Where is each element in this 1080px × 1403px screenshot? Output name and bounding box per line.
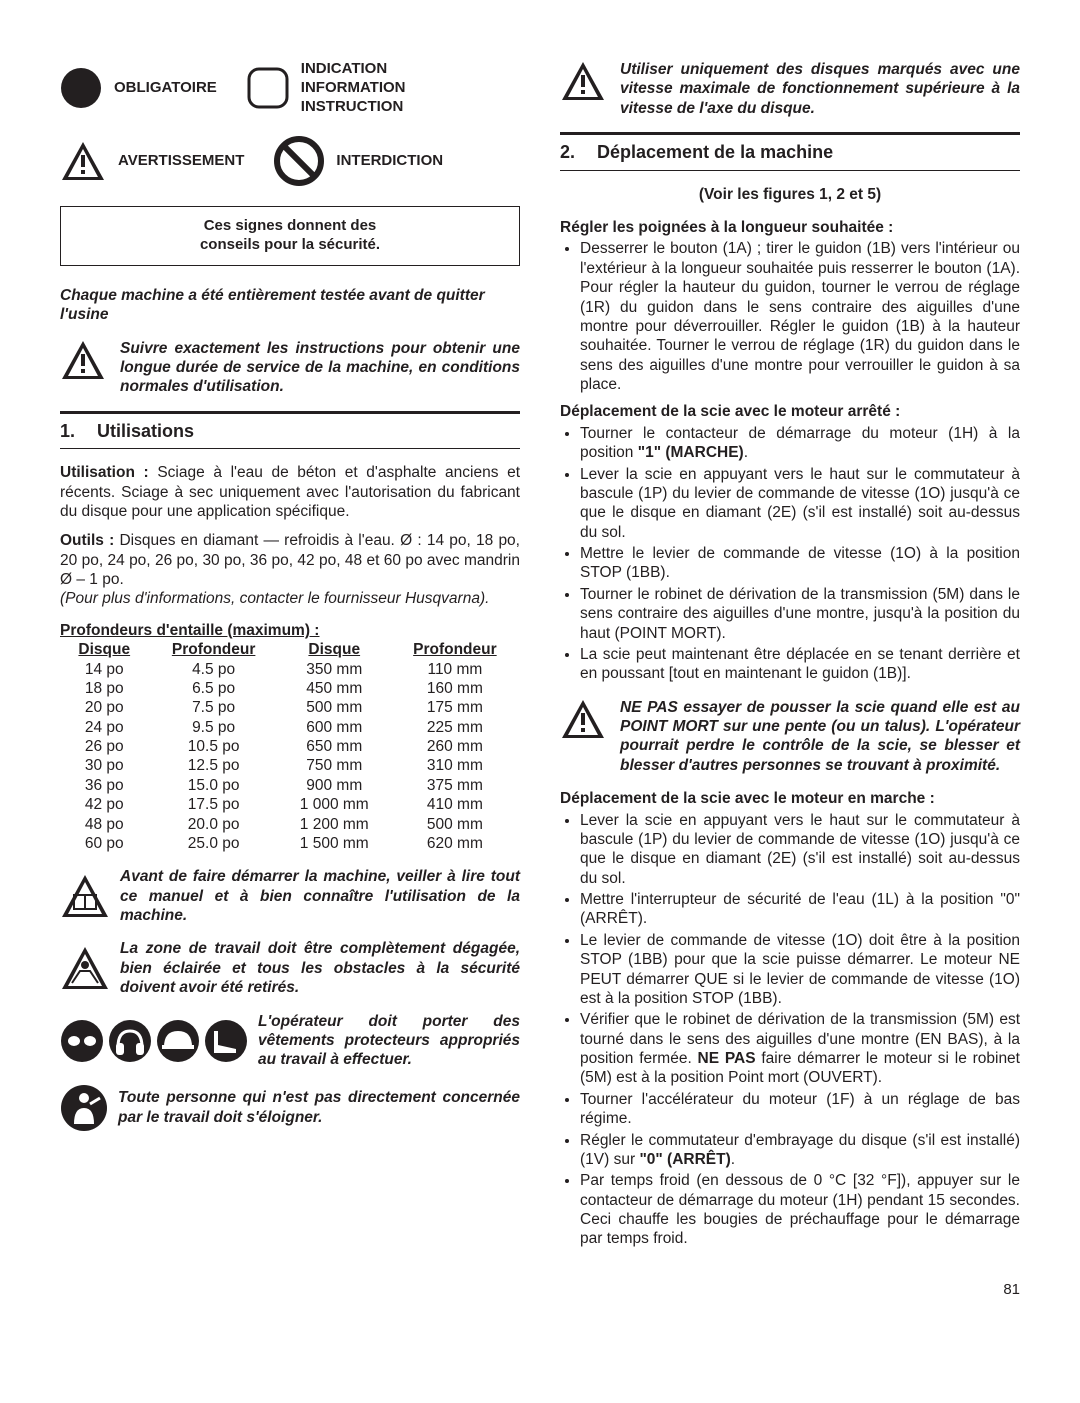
indication-icon: [247, 67, 289, 109]
prohibition-icon: [274, 136, 324, 186]
on-bullet-5: Tourner l'accélérateur du moteur (1F) à …: [580, 1090, 1020, 1129]
symbol-indication: INDICATION INFORMATION INSTRUCTION: [247, 60, 406, 116]
table-row: 14 po4.5 po350 mm110 mm: [60, 660, 520, 679]
depth-table: Disque Profondeur Disque Profondeur 14 p…: [60, 640, 520, 853]
helmet-icon: [156, 1019, 200, 1063]
warning-triangle-icon: [60, 140, 106, 182]
outils-paragraph: Outils : Disques en diamant — refroidis …: [60, 531, 520, 589]
table-row: 48 po20.0 po1 200 mm500 mm: [60, 815, 520, 834]
table-row: 60 po25.0 po1 500 mm620 mm: [60, 834, 520, 853]
off-bullet-1: Tourner le contacteur de démarrage du mo…: [580, 424, 1020, 463]
section-1-num: 1.: [60, 420, 75, 443]
handles-list: Desserrer le bouton (1A) ; tirer le guid…: [560, 239, 1020, 394]
follow-instructions-text: Suivre exactement les instructions pour …: [120, 339, 520, 397]
symbol-interdiction: INTERDICTION: [274, 136, 443, 186]
th-profondeur-1: Profondeur: [149, 640, 279, 659]
warn-read-manual: Avant de faire démarrer la machine, veil…: [60, 867, 520, 925]
disc-speed-text: Utiliser uniquement des disques marqués …: [620, 60, 1020, 118]
warn-people-text: Toute personne qui n'est pas directement…: [118, 1088, 520, 1127]
table-row: 30 po12.5 po750 mm310 mm: [60, 756, 520, 775]
goggles-icon: [60, 1019, 104, 1063]
motor-on-list: Lever la scie en appuyant vers le haut s…: [560, 811, 1020, 1249]
disc-speed-warn: Utiliser uniquement des disques marqués …: [560, 60, 1020, 118]
neutral-slope-warn: NE PAS essayer de pousser la scie quand …: [560, 698, 1020, 776]
table-row: 42 po17.5 po1 000 mm410 mm: [60, 795, 520, 814]
off-bullet-2: Lever la scie en appuyant vers le haut s…: [580, 465, 1020, 543]
follow-instructions-warn: Suivre exactement les instructions pour …: [60, 339, 520, 397]
section-2-heading: 2. Déplacement de la machine: [560, 132, 1020, 171]
safety-box-line1: Ces signes donnent des: [81, 217, 499, 236]
label-avertissement: AVERTISSEMENT: [118, 152, 244, 171]
table-row: 24 po9.5 po600 mm225 mm: [60, 718, 520, 737]
safety-box-line2: conseils pour la sécurité.: [81, 236, 499, 255]
work-zone-icon: [60, 945, 110, 991]
symbol-legend: OBLIGATOIRE INDICATION INFORMATION INSTR…: [60, 60, 520, 186]
outils-note: (Pour plus d'informations, contacter le …: [60, 589, 520, 608]
motor-off-list: Tourner le contacteur de démarrage du mo…: [560, 424, 1020, 684]
on-bullet-2: Mettre l'interrupteur de sécurité de l'e…: [580, 890, 1020, 929]
warning-triangle-icon: [560, 698, 606, 740]
section-2-num: 2.: [560, 141, 575, 164]
neutral-slope-text: NE PAS essayer de pousser la scie quand …: [620, 698, 1020, 776]
label-indication-1: INDICATION: [301, 60, 406, 79]
on-bullet-6: Régler le commutateur d'embrayage du dis…: [580, 1131, 1020, 1170]
label-indication-2: INFORMATION: [301, 79, 406, 98]
label-indication-3: INSTRUCTION: [301, 98, 406, 117]
read-manual-icon: [60, 873, 110, 919]
off-bullet-3: Mettre le levier de commande de vitesse …: [580, 544, 1020, 583]
table-row: 36 po15.0 po900 mm375 mm: [60, 776, 520, 795]
symbol-obligatoire: OBLIGATOIRE: [60, 60, 217, 116]
motor-on-heading: Déplacement de la scie avec le moteur en…: [560, 789, 1020, 808]
section-2-title: Déplacement de la machine: [597, 141, 833, 164]
tested-note: Chaque machine a été entièrement testée …: [60, 286, 520, 325]
section-1-title: Utilisations: [97, 420, 194, 443]
off-bullet-5: La scie peut maintenant être déplacée en…: [580, 645, 1020, 684]
utilisation-paragraph: Utilisation : Sciage à l'eau de béton et…: [60, 463, 520, 521]
depth-heading: Profondeurs d'entaille (maximum) :: [60, 621, 520, 640]
label-obligatoire: OBLIGATOIRE: [114, 79, 217, 98]
mandatory-icon: [60, 67, 102, 109]
ppe-icons: [60, 1019, 248, 1063]
warning-triangle-icon: [60, 339, 106, 381]
warn-zone-text: La zone de travail doit être complètemen…: [120, 939, 520, 997]
page-number: 81: [60, 1281, 1020, 1300]
safety-advice-box: Ces signes donnent des conseils pour la …: [60, 206, 520, 266]
section-1-heading: 1. Utilisations: [60, 411, 520, 450]
on-bullet-7: Par temps froid (en dessous de 0 °C [32 …: [580, 1171, 1020, 1249]
warn-zone: La zone de travail doit être complètemen…: [60, 939, 520, 997]
th-disque-1: Disque: [60, 640, 149, 659]
table-row: 18 po6.5 po450 mm160 mm: [60, 679, 520, 698]
symbol-avertissement: AVERTISSEMENT: [60, 136, 244, 186]
motor-off-heading: Déplacement de la scie avec le moteur ar…: [560, 402, 1020, 421]
on-bullet-3: Le levier de commande de vitesse (1O) do…: [580, 931, 1020, 1009]
keep-away-icon: [60, 1084, 108, 1132]
off-bullet-4: Tourner le robinet de dérivation de la t…: [580, 585, 1020, 643]
warn-read-text: Avant de faire démarrer la machine, veil…: [120, 867, 520, 925]
label-interdiction: INTERDICTION: [336, 152, 443, 171]
warn-clothes-text: L'opérateur doit porter des vêtements pr…: [258, 1012, 520, 1070]
ear-protection-icon: [108, 1019, 152, 1063]
boots-icon: [204, 1019, 248, 1063]
warn-clothes: L'opérateur doit porter des vêtements pr…: [60, 1012, 520, 1070]
table-row: 20 po7.5 po500 mm175 mm: [60, 698, 520, 717]
th-profondeur-2: Profondeur: [390, 640, 520, 659]
warning-triangle-icon: [560, 60, 606, 102]
handles-heading: Régler les poignées à la longueur souhai…: [560, 218, 1020, 237]
see-figures: (Voir les figures 1, 2 et 5): [560, 185, 1020, 204]
on-bullet-1: Lever la scie en appuyant vers le haut s…: [580, 811, 1020, 889]
on-bullet-4: Vérifier que le robinet de dérivation de…: [580, 1010, 1020, 1088]
handles-bullet: Desserrer le bouton (1A) ; tirer le guid…: [580, 239, 1020, 394]
th-disque-2: Disque: [279, 640, 390, 659]
warn-people: Toute personne qui n'est pas directement…: [60, 1084, 520, 1132]
table-row: 26 po10.5 po650 mm260 mm: [60, 737, 520, 756]
